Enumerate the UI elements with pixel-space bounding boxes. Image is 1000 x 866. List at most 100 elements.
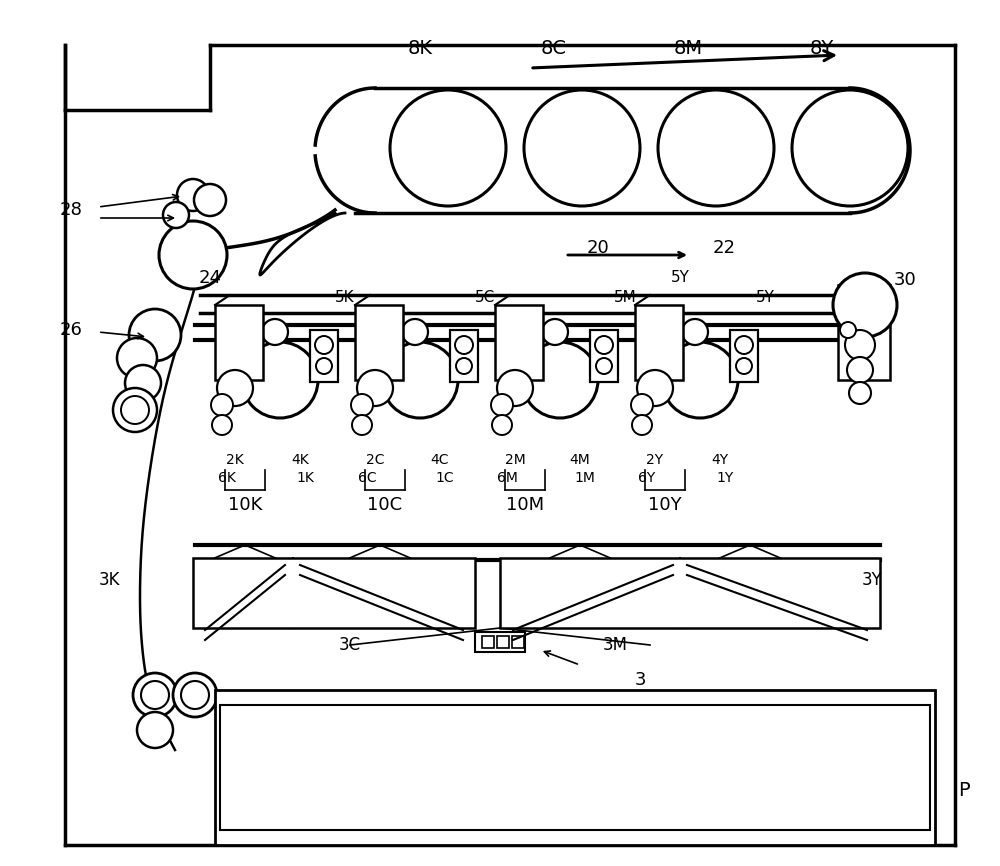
- Bar: [220, 705, 930, 830]
- Circle shape: [117, 338, 157, 378]
- Circle shape: [631, 394, 653, 416]
- Circle shape: [833, 273, 897, 337]
- Bar: [500, 558, 880, 628]
- Circle shape: [662, 342, 738, 418]
- Circle shape: [315, 336, 333, 354]
- Circle shape: [632, 415, 652, 435]
- Circle shape: [847, 357, 873, 383]
- Circle shape: [491, 394, 513, 416]
- Circle shape: [133, 673, 177, 717]
- Circle shape: [121, 396, 149, 424]
- Circle shape: [840, 322, 856, 338]
- Circle shape: [492, 415, 512, 435]
- Text: 8C: 8C: [541, 38, 567, 57]
- Circle shape: [163, 202, 189, 228]
- Circle shape: [792, 90, 908, 206]
- Circle shape: [113, 388, 157, 432]
- Circle shape: [137, 712, 173, 748]
- Circle shape: [125, 365, 161, 401]
- Circle shape: [159, 221, 227, 289]
- Bar: [838, 285, 890, 380]
- Bar: [497, 636, 509, 648]
- Text: 6M: 6M: [497, 471, 517, 485]
- Bar: [590, 330, 618, 382]
- Circle shape: [849, 382, 871, 404]
- Text: 1K: 1K: [296, 471, 314, 485]
- Circle shape: [735, 336, 753, 354]
- Text: 28: 28: [60, 201, 83, 219]
- Circle shape: [212, 415, 232, 435]
- Bar: [193, 558, 475, 628]
- Text: 4Y: 4Y: [711, 453, 729, 467]
- Text: 6K: 6K: [218, 471, 236, 485]
- Bar: [730, 330, 758, 382]
- Circle shape: [390, 90, 506, 206]
- Text: 2K: 2K: [226, 453, 244, 467]
- Text: 3C: 3C: [339, 636, 361, 654]
- Circle shape: [194, 184, 226, 216]
- Circle shape: [595, 336, 613, 354]
- Text: 3M: 3M: [602, 636, 628, 654]
- Text: 5Y: 5Y: [671, 270, 689, 286]
- Circle shape: [357, 370, 393, 406]
- Circle shape: [316, 358, 332, 374]
- Text: 26: 26: [60, 321, 83, 339]
- Text: 5C: 5C: [475, 290, 495, 306]
- Text: 10M: 10M: [506, 496, 544, 514]
- Text: P: P: [958, 780, 970, 799]
- Circle shape: [129, 309, 181, 361]
- Text: 20: 20: [587, 239, 609, 257]
- Text: 2C: 2C: [366, 453, 384, 467]
- Bar: [215, 305, 263, 380]
- Circle shape: [456, 358, 472, 374]
- Text: 8Y: 8Y: [810, 38, 834, 57]
- Circle shape: [542, 319, 568, 345]
- Bar: [450, 330, 478, 382]
- Bar: [355, 305, 403, 380]
- Text: 22: 22: [712, 239, 736, 257]
- Text: 10C: 10C: [367, 496, 403, 514]
- Text: 4C: 4C: [431, 453, 449, 467]
- Circle shape: [181, 681, 209, 709]
- Text: 24: 24: [198, 269, 222, 287]
- Text: 3: 3: [634, 671, 646, 689]
- Text: 10Y: 10Y: [648, 496, 682, 514]
- Circle shape: [658, 90, 774, 206]
- Circle shape: [497, 370, 533, 406]
- Circle shape: [177, 179, 209, 211]
- Circle shape: [217, 370, 253, 406]
- Text: 3Y: 3Y: [862, 571, 883, 589]
- Circle shape: [173, 673, 217, 717]
- Bar: [495, 305, 543, 380]
- Text: 4K: 4K: [291, 453, 309, 467]
- Text: 2Y: 2Y: [646, 453, 664, 467]
- Text: 10K: 10K: [228, 496, 262, 514]
- Circle shape: [637, 370, 673, 406]
- Circle shape: [351, 394, 373, 416]
- Bar: [310, 330, 338, 382]
- Circle shape: [524, 90, 640, 206]
- Text: 3K: 3K: [98, 571, 120, 589]
- Circle shape: [682, 319, 708, 345]
- Circle shape: [455, 336, 473, 354]
- Circle shape: [845, 330, 875, 360]
- Text: 30: 30: [894, 271, 916, 289]
- Text: 1M: 1M: [575, 471, 595, 485]
- Bar: [215, 690, 935, 845]
- Circle shape: [596, 358, 612, 374]
- Circle shape: [382, 342, 458, 418]
- Text: 6C: 6C: [358, 471, 376, 485]
- Text: 8M: 8M: [673, 38, 703, 57]
- Text: 5M: 5M: [614, 290, 636, 306]
- Text: 4M: 4M: [570, 453, 590, 467]
- Bar: [512, 636, 524, 648]
- Text: 5K: 5K: [335, 290, 355, 306]
- Text: 1Y: 1Y: [716, 471, 734, 485]
- Circle shape: [736, 358, 752, 374]
- Circle shape: [141, 681, 169, 709]
- Circle shape: [262, 319, 288, 345]
- Circle shape: [211, 394, 233, 416]
- Text: 5Y: 5Y: [756, 290, 774, 306]
- Bar: [635, 305, 683, 380]
- Text: 2M: 2M: [505, 453, 525, 467]
